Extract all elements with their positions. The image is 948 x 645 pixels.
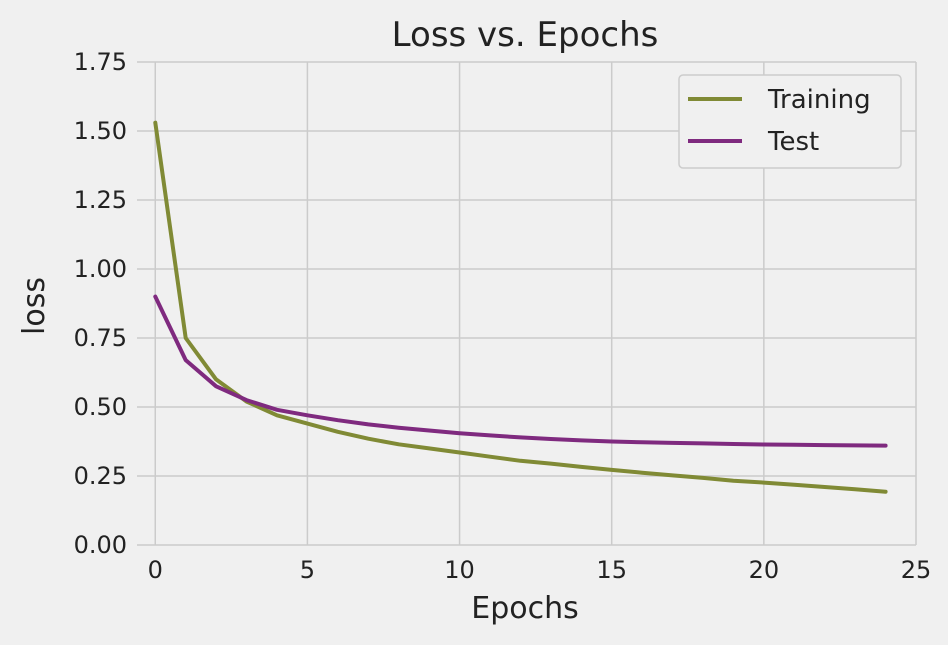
legend: Training Test [678, 74, 902, 169]
y-tick-label: 1.50 [74, 117, 127, 145]
legend-label-test: Test [767, 127, 819, 157]
x-tick-label: 10 [444, 556, 475, 584]
x-tick-label: 25 [901, 556, 932, 584]
y-tick-label: 1.00 [74, 255, 127, 283]
tick-labels: 0.00 0.25 0.50 0.75 1.00 1.25 1.50 1.75 0 5 10 15 20… [74, 48, 932, 584]
y-tick-label: 0.75 [74, 324, 127, 352]
x-tick-label: 5 [300, 556, 315, 584]
series-line-test [153, 294, 888, 448]
y-tick-label: 1.25 [74, 186, 127, 214]
y-tick-label: 0.00 [74, 531, 127, 559]
x-tick-label: 15 [596, 556, 627, 584]
series-line-training [153, 120, 888, 494]
y-tick-label: 1.75 [74, 48, 127, 76]
x-tick-label: 20 [749, 556, 780, 584]
grid [137, 61, 917, 546]
x-tick-label: 0 [148, 556, 163, 584]
series-lines [153, 120, 888, 494]
y-tick-label: 0.50 [74, 393, 127, 421]
y-tick-label: 0.25 [74, 462, 127, 490]
y-axis-label: loss [17, 277, 52, 335]
legend-label-training: Training [767, 85, 871, 115]
chart-title: Loss vs. Epochs [392, 15, 659, 55]
x-axis-label: Epochs [471, 591, 579, 626]
